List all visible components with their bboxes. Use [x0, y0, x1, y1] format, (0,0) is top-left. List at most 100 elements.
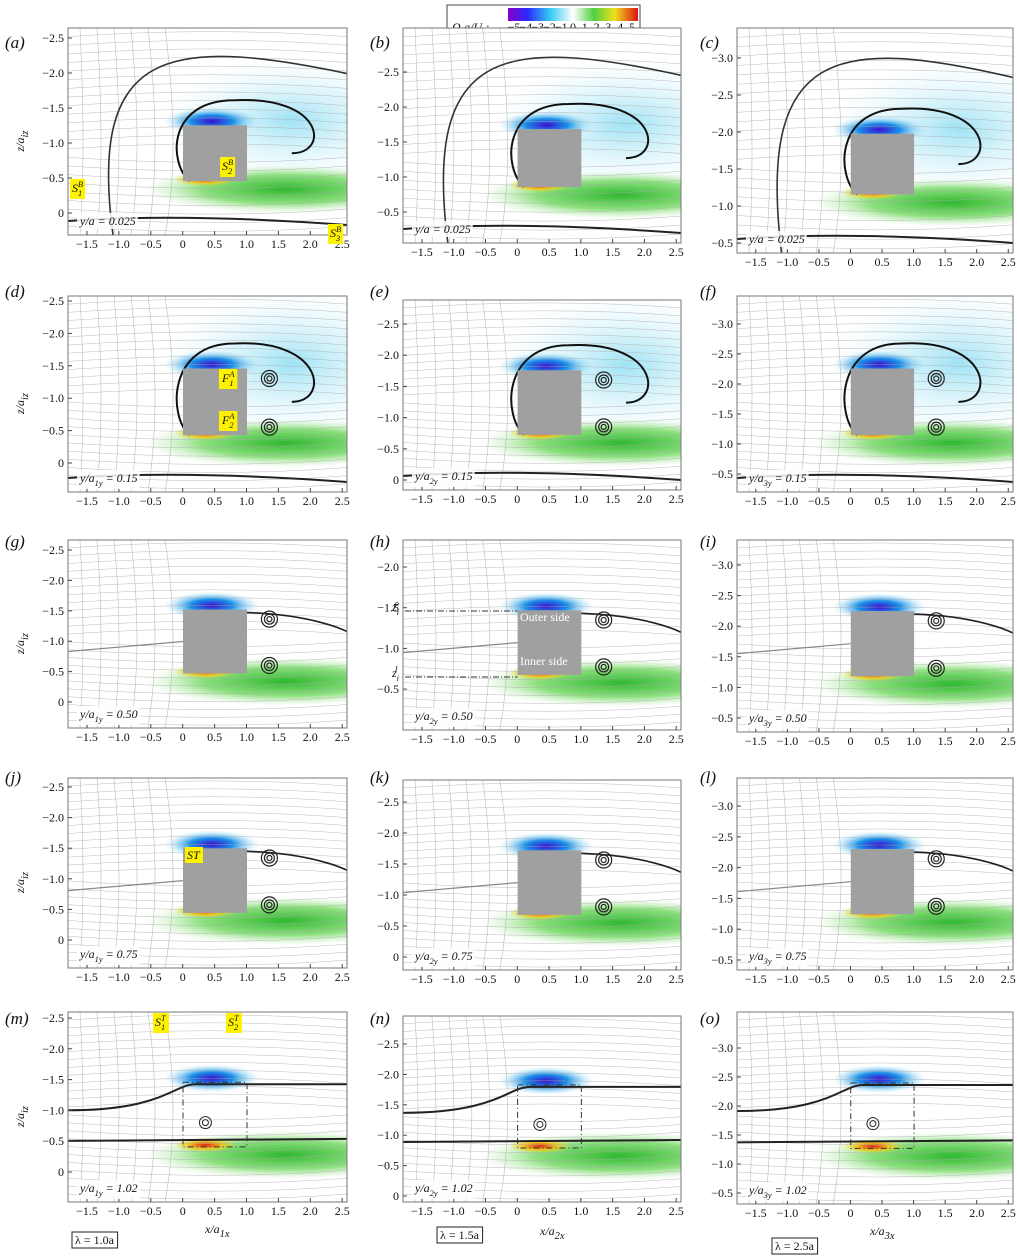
subscript: 2y	[430, 957, 438, 966]
shear-line	[403, 1085, 681, 1114]
subscript: 3x	[884, 1231, 895, 1242]
subscript: 1	[229, 379, 233, 388]
streamline	[403, 434, 681, 440]
text-part: :	[486, 20, 490, 34]
streamline	[403, 76, 681, 82]
subscript: 2y	[430, 717, 438, 726]
annotation-bg	[153, 1013, 169, 1033]
subscript: iz	[20, 393, 31, 400]
y-tick-label: −2.0	[711, 619, 733, 633]
case-label: λ = 1.5a	[440, 1228, 480, 1242]
plane-label-bg	[412, 1180, 475, 1199]
streamline	[737, 788, 1013, 795]
x-tick-label: 2.5	[1001, 494, 1016, 508]
plane-label: y/a1y = 1.02	[79, 1181, 138, 1198]
streamline	[68, 315, 347, 321]
case-box	[71, 1231, 119, 1249]
x-tick-label: 2.0	[969, 255, 984, 269]
y-tick-label: −2.0	[711, 125, 733, 139]
shear-line	[737, 1084, 1013, 1113]
streamline	[68, 467, 347, 473]
vortex	[263, 372, 275, 385]
subscript: 1y	[95, 955, 103, 964]
plane-label-bg	[746, 710, 809, 729]
streamline	[147, 778, 156, 968]
x-tick-label: 1.5	[271, 494, 286, 508]
streamline	[68, 1046, 347, 1052]
streamline	[737, 780, 1013, 787]
colorbar-tick: 2	[594, 20, 600, 34]
streamline	[68, 100, 347, 106]
streamline	[737, 32, 1013, 38]
vortex	[263, 899, 275, 911]
subscript: 1	[161, 1023, 165, 1032]
x-tick-label: 2.0	[969, 972, 984, 986]
y-tick-label: −2.0	[377, 100, 399, 114]
panel-label: (a)	[5, 33, 25, 52]
streamline	[799, 28, 806, 253]
panel-label: (f)	[700, 282, 716, 301]
vortex	[866, 1117, 880, 1131]
streamline	[68, 912, 347, 918]
supscript: B	[78, 180, 83, 189]
panel-label: (i)	[700, 532, 716, 551]
y-tick-label: −0.5	[711, 467, 733, 481]
streamline	[832, 540, 842, 732]
annotation-bg	[70, 179, 86, 199]
vortex	[600, 423, 607, 430]
streamline	[403, 806, 681, 812]
x-tick-label: 0	[514, 492, 520, 506]
panel: −1.5 −1.0 −0.5 0 0.5 1.0 1.5 2.0 2.5 −2.5 −2.0 −1.5…	[5, 282, 350, 508]
streamline	[403, 1057, 681, 1063]
subscript: 2x	[555, 1231, 565, 1242]
streamline	[737, 69, 1013, 76]
separation-line	[510, 344, 650, 436]
streamline	[403, 582, 681, 588]
streamline	[737, 1155, 1013, 1162]
text-part: x/a	[204, 1222, 220, 1236]
streamline	[68, 74, 347, 80]
x-tick-label: 0	[847, 1206, 853, 1220]
streamline	[147, 296, 156, 492]
text-part: y/a = 0.025	[414, 222, 471, 236]
y-tick-label: −1.0	[711, 922, 733, 936]
streamline	[737, 828, 1013, 835]
y-tick-label: −3.0	[711, 799, 733, 813]
x-tick-label: −0.5	[475, 245, 497, 259]
y-tick-label: −0.5	[42, 171, 64, 185]
streamline	[68, 83, 347, 89]
streamline	[499, 1016, 508, 1202]
streamline	[737, 116, 1013, 122]
vortex	[930, 421, 942, 433]
streamline	[68, 558, 347, 564]
streamline	[403, 1155, 681, 1161]
flow-field	[737, 1012, 1013, 1204]
text-part: = 0.75	[103, 947, 138, 961]
streamline	[68, 347, 347, 354]
streamline	[403, 682, 681, 688]
y-tick-label: −2.5	[377, 795, 399, 809]
y-tick-label: −1.0	[711, 680, 733, 694]
streamline	[403, 846, 681, 852]
annotation: S1T	[155, 1014, 167, 1032]
y-tick-label: −2.0	[42, 573, 64, 587]
separation-line	[175, 99, 316, 182]
panel: −1.5 −1.0 −0.5 0 0.5 1.0 1.5 2.0 2.5 −3.0 −2.5 −2.0…	[700, 282, 1016, 508]
streamline	[68, 1162, 347, 1168]
streamline	[737, 88, 1013, 94]
case-box	[771, 1237, 819, 1255]
x-tick-label: 0.5	[207, 494, 222, 508]
streamline	[403, 1034, 681, 1040]
streamline	[403, 550, 681, 557]
panel-label: (b)	[370, 33, 390, 52]
streamline	[68, 323, 347, 329]
subscript: 2y	[430, 477, 438, 486]
streamline	[403, 1103, 681, 1110]
body	[517, 610, 582, 675]
upstream-line	[68, 880, 184, 892]
x-tick-label: 0.5	[207, 730, 222, 744]
streamline	[482, 780, 491, 970]
y-tick-label: −2.5	[711, 347, 733, 361]
streamline	[737, 1038, 1013, 1045]
